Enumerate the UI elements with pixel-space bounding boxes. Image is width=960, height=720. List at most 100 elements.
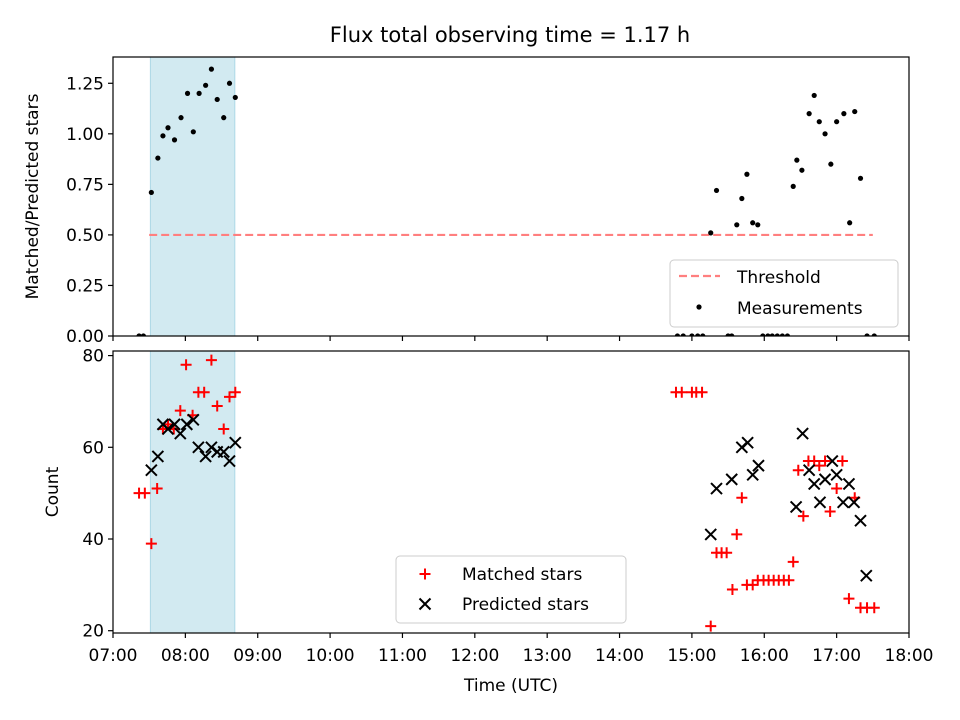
predicted-stars-point bbox=[860, 569, 873, 582]
y-tick-label: 1.00 bbox=[66, 125, 104, 145]
measurements-point bbox=[165, 125, 171, 131]
predicted-stars-point bbox=[151, 450, 165, 463]
measurements-point bbox=[769, 333, 775, 336]
x-tick-label: 15:00 bbox=[667, 646, 716, 666]
y-tick-label: 80 bbox=[82, 347, 104, 367]
predicted-stars-point bbox=[813, 496, 827, 509]
measurements-point bbox=[232, 94, 238, 101]
x-tick-label: 07:00 bbox=[89, 646, 138, 666]
y-tick-label: 60 bbox=[82, 438, 104, 458]
measurements-point bbox=[155, 155, 161, 161]
measurements-point bbox=[214, 96, 220, 103]
measurements-point bbox=[806, 111, 812, 117]
predicted-stars-point bbox=[710, 482, 723, 495]
y-axis-label: Count bbox=[43, 466, 63, 517]
measurements-point bbox=[828, 161, 834, 167]
measurements-point bbox=[794, 157, 800, 163]
measurements-point bbox=[734, 222, 740, 228]
matched-stars-point bbox=[211, 400, 223, 412]
predicted-stars-point bbox=[807, 477, 821, 491]
matched-stars-point bbox=[843, 593, 855, 605]
measurements-point bbox=[864, 333, 870, 336]
measurements-point bbox=[822, 131, 828, 137]
predicted-stars-point bbox=[168, 418, 181, 431]
matched-stars-point bbox=[205, 354, 217, 366]
matched-stars-point bbox=[705, 620, 717, 632]
matched-stars-point bbox=[198, 386, 210, 398]
legend-bottom: Matched stars Predicted stars bbox=[395, 555, 627, 624]
chart-title: Flux total observing time = 1.17 h bbox=[330, 23, 690, 47]
measurements-point bbox=[700, 333, 706, 336]
measurements-point bbox=[708, 230, 714, 236]
matched-stars-point bbox=[676, 386, 688, 398]
measurements-point bbox=[674, 333, 681, 336]
measurements-point bbox=[744, 171, 750, 177]
measurements-point bbox=[760, 333, 766, 336]
predicted-stars-point bbox=[746, 468, 759, 482]
predicted-stars-point bbox=[826, 454, 839, 468]
matched-stars-point bbox=[145, 538, 157, 550]
measurements-point bbox=[208, 66, 215, 72]
measurements-point bbox=[184, 90, 191, 96]
matched-stars-point bbox=[726, 583, 738, 595]
y-tick-label: 0.25 bbox=[66, 276, 104, 296]
matched-stars-point bbox=[139, 487, 151, 499]
measurements-point bbox=[729, 333, 735, 336]
matched-stars-point bbox=[174, 405, 186, 417]
measurements-point bbox=[203, 82, 209, 88]
legend-predicted-label: Predicted stars bbox=[462, 595, 589, 615]
legend-matched-swatch bbox=[419, 568, 431, 580]
matched-stars-point bbox=[721, 547, 733, 559]
bottom-axes-frame bbox=[112, 350, 910, 634]
matched-stars-point bbox=[224, 391, 236, 403]
x-tick-label: 16:00 bbox=[740, 646, 789, 666]
measurements-point bbox=[178, 115, 184, 121]
measurements-point bbox=[871, 333, 877, 336]
matched-stars-point bbox=[229, 386, 241, 398]
y-tick-label: 1.25 bbox=[66, 74, 104, 94]
matched-stars-point bbox=[836, 455, 848, 467]
top-panel: 0.00 0.25 0.50 0.75 1.00 1.25 Matched/Predicte… bbox=[23, 56, 910, 347]
measurements-point bbox=[136, 333, 142, 336]
predicted-stars-point bbox=[223, 454, 236, 468]
measurements-point bbox=[713, 187, 720, 194]
predicted-stars-point bbox=[217, 445, 230, 459]
measurements-point bbox=[171, 137, 178, 143]
measurements-point bbox=[755, 222, 761, 228]
predicted-stars-point bbox=[854, 514, 867, 527]
measurements-point bbox=[841, 111, 847, 117]
measurements-point bbox=[226, 80, 233, 86]
matched-stars-point bbox=[787, 556, 799, 568]
legend-top: Threshold Measurements bbox=[669, 259, 899, 328]
x-tick-label: 11:00 bbox=[378, 646, 427, 666]
x-tick-label: 08:00 bbox=[161, 646, 210, 666]
predicted-stars-point bbox=[161, 422, 175, 436]
bottom-plot-area bbox=[133, 351, 880, 633]
measurements-point bbox=[190, 129, 196, 135]
matched-stars-point bbox=[868, 602, 880, 614]
predicted-stars-point bbox=[830, 468, 843, 482]
x-tick-label: 13:00 bbox=[523, 646, 572, 666]
y-tick-label: 0.00 bbox=[66, 327, 104, 347]
measurements-point bbox=[852, 108, 858, 115]
predicted-stars-point bbox=[847, 496, 861, 509]
legend-matched-label: Matched stars bbox=[462, 565, 582, 585]
measurements-point bbox=[790, 183, 796, 189]
matched-stars-point bbox=[731, 528, 743, 540]
matched-stars-point bbox=[831, 483, 843, 495]
y-tick-label: 0.50 bbox=[66, 226, 104, 246]
matched-stars-point bbox=[180, 359, 192, 371]
measurements-point bbox=[816, 119, 822, 125]
measurements-point bbox=[834, 119, 840, 125]
predicted-stars-point bbox=[836, 496, 850, 509]
x-axis-label: Time (UTC) bbox=[463, 676, 558, 696]
measurements-point bbox=[689, 333, 695, 336]
legend-box bbox=[395, 555, 627, 624]
y-tick-label: 0.75 bbox=[66, 175, 104, 195]
predicted-stars-point bbox=[187, 413, 200, 426]
predicted-stars-point bbox=[199, 450, 212, 463]
matched-stars-point bbox=[783, 574, 795, 586]
measurements-point bbox=[695, 333, 701, 336]
matched-stars-point bbox=[819, 455, 831, 467]
